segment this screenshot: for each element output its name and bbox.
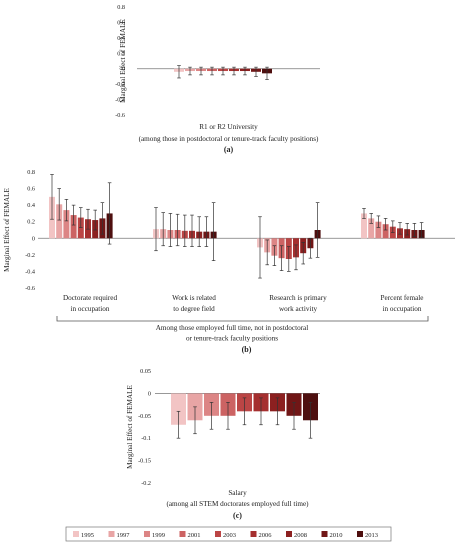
y-tick-label: -0.2 — [141, 480, 151, 487]
legend-box — [65, 526, 392, 542]
bar-b-0-1999 — [63, 210, 70, 239]
category-label: (among those in postdoctoral or tenure-t… — [139, 135, 319, 143]
y-tick-label: 0.05 — [140, 368, 151, 375]
y-axis-label: Marginal Effect of FEMALE — [3, 188, 11, 272]
y-tick-label: -0.6 — [115, 112, 125, 119]
category-label: Work is related — [172, 294, 216, 302]
y-tick-label: -0.6 — [25, 285, 35, 292]
y-tick-label: 0 — [148, 390, 151, 397]
category-label: in occupation — [383, 305, 422, 313]
legend-label-1995: 1995 — [81, 532, 94, 539]
y-tick-label: -0.2 — [115, 81, 125, 88]
category-label: work activity — [279, 305, 318, 313]
y-tick-label: 0.2 — [117, 50, 125, 57]
y-tick-label: -0.05 — [138, 413, 151, 420]
legend-swatch-1997 — [108, 531, 115, 537]
legend-swatch-2006 — [250, 531, 257, 537]
category-label: Doctorate required — [63, 294, 117, 302]
y-axis-label: Marginal Effect of FEMALE — [119, 19, 127, 103]
y-tick-label: 0 — [32, 235, 35, 242]
bar-c-0-1995 — [171, 393, 186, 425]
bar-b-0-2003 — [77, 217, 84, 239]
panel-label: (a) — [224, 145, 234, 154]
y-tick-label: 0.6 — [27, 186, 35, 193]
y-tick-label: 0.2 — [27, 219, 35, 226]
group-bracket — [56, 316, 429, 322]
bar-b-3-2001 — [382, 224, 389, 239]
legend-label-2013: 2013 — [365, 532, 378, 539]
legend-swatch-2008 — [286, 531, 292, 537]
y-tick-label: -0.1 — [141, 435, 151, 442]
legend-swatch-2010 — [321, 531, 328, 537]
category-label: Percent female — [381, 294, 424, 302]
y-tick-label: 0.6 — [117, 19, 125, 26]
panel-label: (c) — [233, 511, 242, 520]
category-label: Research is primary — [269, 294, 327, 302]
y-tick-label: -0.2 — [25, 252, 35, 259]
legend-swatch-2001 — [179, 531, 186, 537]
y-tick-label: -0.4 — [25, 268, 35, 275]
legend-label-2008: 2008 — [294, 532, 307, 539]
group-caption: or tenure-track faculty positions — [186, 335, 278, 343]
y-tick-label: 0.8 — [117, 4, 125, 11]
legend-swatch-2013 — [357, 531, 363, 537]
legend-label-2006: 2006 — [259, 532, 273, 539]
category-label: Salary — [228, 489, 247, 497]
legend-label-2003: 2003 — [223, 532, 236, 539]
group-caption: Among those employed full time, not in p… — [156, 324, 309, 332]
legend-label-2001: 2001 — [188, 532, 201, 539]
y-tick-label: 0.4 — [27, 202, 35, 209]
category-label: in occupation — [71, 305, 110, 313]
legend-label-2010: 2010 — [330, 532, 343, 539]
y-axis-label: Marginal Effect of FEMALE — [126, 385, 134, 469]
category-label: R1 or R2 University — [199, 123, 258, 131]
bar-b-0-2001 — [70, 215, 77, 239]
category-label: (among all STEM doctorates employed full… — [166, 500, 309, 508]
y-tick-label: -0.4 — [115, 97, 125, 104]
bar-b-3-1999 — [375, 221, 382, 239]
legend-swatch-1999 — [144, 531, 150, 537]
bar-b-3-1997 — [368, 218, 375, 239]
bar-b-0-1997 — [56, 204, 63, 239]
legend-swatch-1995 — [73, 531, 79, 537]
legend-swatch-2003 — [215, 531, 221, 537]
legend-label-1997: 1997 — [117, 532, 131, 539]
category-label: to degree field — [173, 305, 215, 313]
y-tick-label: -0.15 — [138, 458, 151, 465]
bar-b-3-1995 — [361, 213, 367, 239]
y-tick-label: 0 — [122, 66, 125, 73]
y-tick-label: 0.4 — [117, 35, 125, 42]
y-tick-label: 0.8 — [27, 169, 35, 176]
panel-label: (b) — [242, 345, 252, 354]
legend-label-1999: 1999 — [152, 532, 165, 539]
